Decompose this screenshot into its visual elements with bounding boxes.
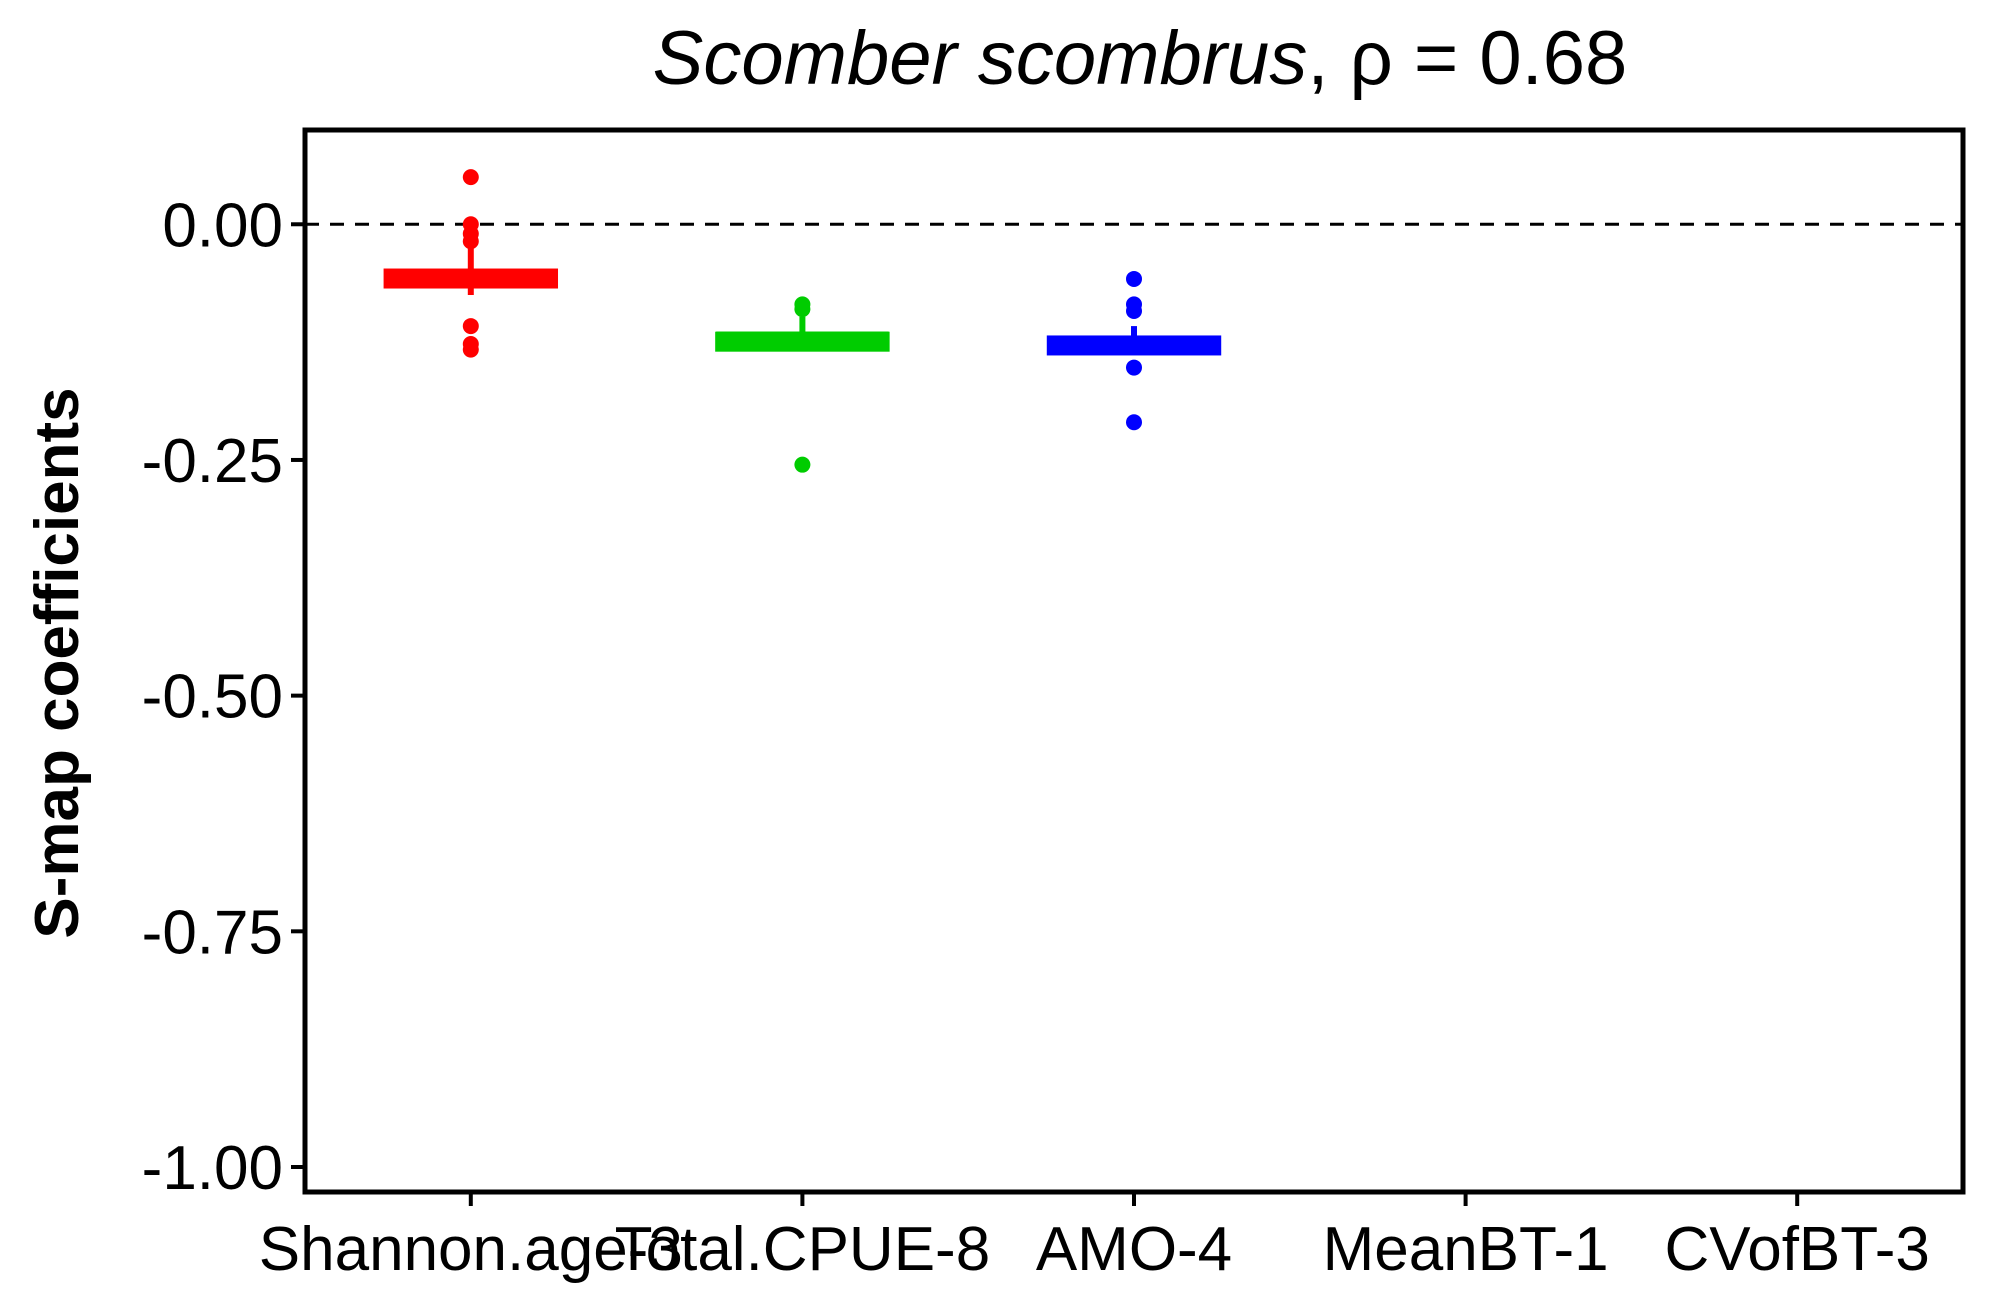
outlier-point (1126, 414, 1142, 431)
x-tick-label: MeanBT-1 (1323, 1215, 1609, 1284)
outlier-point (462, 318, 479, 335)
boxplot-AMO-4 (1046, 270, 1222, 431)
outlier-point (1126, 303, 1142, 320)
y-tick-label: 0.00 (162, 191, 283, 260)
chart-title-stat: ρ = 0.68 (1350, 16, 1628, 101)
chart-title-species: Scomber scombrus (653, 16, 1308, 101)
y-axis-title: S-map coefficients (23, 387, 92, 938)
x-tick-label: CVofBT-3 (1665, 1215, 1930, 1284)
y-tick-label: -0.25 (142, 427, 283, 496)
outlier-point (462, 169, 479, 186)
data-layer (383, 169, 1222, 473)
plot-panel-border (302, 127, 1966, 1195)
x-tick-label: AMO-4 (1036, 1215, 1232, 1284)
outlier-point (462, 341, 479, 358)
x-tick-label: Shannon.age-3 (259, 1215, 683, 1284)
outlier-point (462, 233, 479, 250)
x-tick-label: Total.CPUE-8 (615, 1215, 991, 1284)
outlier-point (1126, 270, 1142, 287)
y-axis: 0.00 -0.25 -0.50 -0.75 -1.00 (142, 191, 305, 1203)
chart-title: Scomber scombrus, ρ = 0.68 (653, 16, 1628, 101)
outlier-point (794, 456, 811, 473)
y-tick-label: -0.50 (142, 663, 283, 732)
y-tick-label: -1.00 (142, 1134, 283, 1203)
outlier-point (1126, 359, 1142, 376)
chart-title-separator: , (1307, 16, 1349, 101)
boxplot-Total.CPUE-8 (715, 296, 890, 473)
outlier-point (794, 301, 811, 318)
boxplot-Shannon.age-3 (383, 169, 559, 358)
y-tick-label: -0.75 (142, 898, 283, 967)
